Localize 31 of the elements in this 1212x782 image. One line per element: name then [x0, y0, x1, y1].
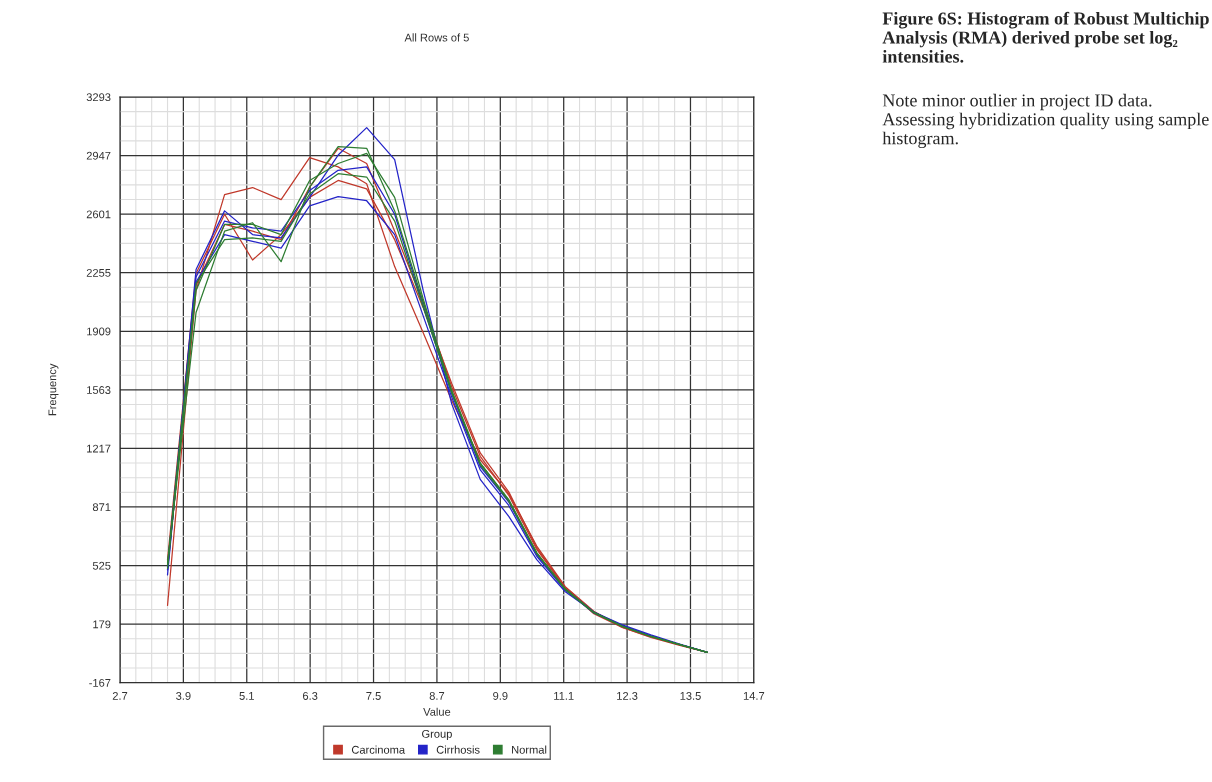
- x-tick-label: 6.3: [302, 692, 318, 700]
- legend-label: Cirrhosis: [436, 745, 480, 754]
- y-tick-label: -167: [89, 678, 111, 687]
- legend-title: Group: [422, 729, 452, 740]
- x-tick-label: 8.7: [429, 692, 445, 700]
- y-tick-label: 1217: [87, 444, 111, 453]
- chart-title: All Rows of 5: [404, 33, 469, 42]
- x-tick-label: 2.7: [112, 692, 128, 700]
- legend-label: Carcinoma: [351, 745, 406, 754]
- x-tick-label: 9.9: [493, 692, 508, 700]
- x-axis-title: Value: [423, 707, 451, 716]
- text: Note minor outlier in project ID data. Assessing hybridization quality using sample histogram.: [882, 93, 1209, 149]
- y-tick-label: 2601: [86, 210, 111, 219]
- legend-label: Normal: [512, 745, 547, 754]
- x-tick-label: 14.7: [743, 692, 765, 700]
- y-tick-label: 1563: [87, 386, 111, 394]
- x-tick-label: 5.1: [239, 692, 254, 700]
- caption: Figure 6S: Histogram of Robust Multichip Analysis (RMA) derived probe set log₂ intensities.: [882, 11, 1209, 63]
- x-tick-label: 11.1: [554, 692, 574, 700]
- y-tick-label: 2255: [86, 268, 111, 277]
- x-tick-label: 13.5: [680, 692, 701, 700]
- x-tick-label: 7.5: [366, 692, 381, 700]
- y-tick-label: 1909: [87, 327, 111, 336]
- y-tick-label: 871: [92, 503, 111, 512]
- y-tick-label: 525: [92, 561, 111, 570]
- y-tick-label: 3293: [86, 93, 111, 102]
- x-tick-label: 3.9: [176, 692, 191, 700]
- x-tick-label: 12.3: [617, 692, 638, 700]
- y-tick-label: 2947: [86, 151, 111, 160]
- y-axis-title: Frequency: [48, 363, 59, 416]
- y-tick-label: 179: [93, 620, 111, 629]
